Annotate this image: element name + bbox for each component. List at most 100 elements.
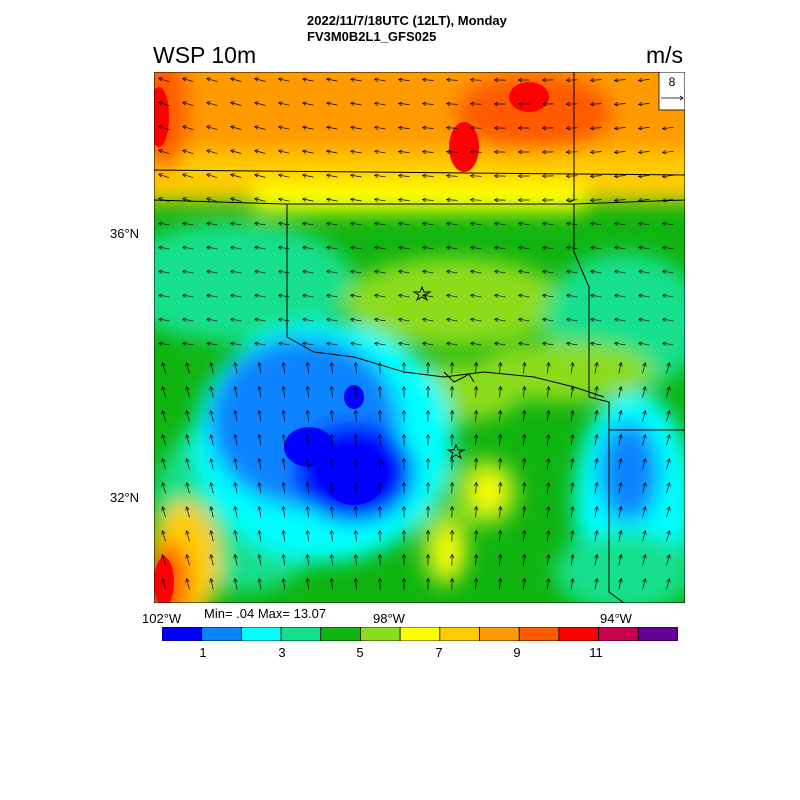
wind-arrow	[613, 221, 626, 226]
wind-arrow	[181, 317, 194, 322]
wind-arrow	[517, 101, 530, 107]
wind-arrow	[473, 577, 479, 590]
wind-arrow	[233, 553, 238, 566]
wind-arrow	[565, 245, 578, 250]
wind-arrow	[206, 173, 218, 178]
wind-arrow	[661, 245, 674, 250]
wind-arrow	[421, 245, 434, 250]
wind-arrow	[469, 293, 482, 298]
wind-arrow	[425, 505, 431, 518]
wind-arrow	[233, 481, 238, 494]
wind-arrow	[257, 529, 262, 542]
wind-arrow	[565, 221, 578, 226]
wind-arrow	[522, 577, 527, 590]
wind-arrow	[517, 149, 530, 155]
wind-arrow	[421, 149, 434, 154]
wind-arrow	[158, 77, 170, 83]
wind-arrow	[666, 457, 671, 470]
wind-arrow	[493, 197, 506, 203]
wind-arrow	[205, 221, 218, 226]
wind-arrow	[182, 173, 194, 179]
wind-arrow	[546, 433, 551, 446]
wind-arrow	[425, 457, 431, 470]
wind-arrow	[401, 505, 407, 518]
colorbar-label-9: 9	[513, 645, 521, 660]
wind-arrow	[469, 101, 482, 107]
wind-arrow	[589, 293, 602, 298]
wind-arrow	[666, 529, 671, 542]
wind-arrow	[445, 125, 458, 131]
wind-arrow	[329, 505, 334, 518]
wind-arrow	[373, 269, 386, 274]
wind-arrow	[305, 409, 310, 422]
wind-speed-map: 8	[154, 72, 685, 603]
wind-arrow	[445, 245, 458, 250]
wind-arrow	[301, 341, 314, 346]
wind-arrow	[493, 293, 506, 298]
wind-arrow	[541, 221, 554, 226]
wind-arrow	[473, 433, 479, 446]
wind-arrow	[618, 529, 623, 542]
wind-arrow	[161, 578, 166, 590]
wind-arrow	[594, 481, 599, 494]
wind-arrow	[661, 341, 674, 346]
wind-arrow	[498, 553, 503, 566]
wind-arrow	[185, 409, 190, 422]
wind-arrow	[205, 317, 218, 322]
wind-arrow	[565, 149, 578, 155]
wind-arrow	[589, 197, 602, 203]
wind-arrow	[157, 245, 170, 250]
wind-arrow	[325, 269, 338, 274]
wind-arrow	[305, 553, 310, 566]
wind-arrow	[613, 174, 626, 179]
wind-arrow	[329, 385, 334, 398]
wind-arrow	[277, 173, 290, 178]
wind-arrow	[421, 101, 434, 106]
wind-arrow	[637, 102, 650, 107]
wind-arrow	[185, 433, 190, 446]
wind-arrow	[425, 409, 431, 422]
wind-arrow	[181, 341, 194, 346]
wind-arrow	[257, 361, 262, 374]
wind-arrow	[277, 317, 290, 322]
wind-arrow	[594, 385, 599, 398]
wind-arrow	[349, 221, 362, 226]
wind-arrow	[229, 317, 242, 322]
wind-arrow	[637, 317, 650, 322]
wind-arrow	[570, 553, 575, 566]
wind-arrow	[353, 457, 359, 470]
wind-arrow	[233, 505, 238, 518]
wind-arrow	[253, 221, 266, 226]
wind-arrow	[449, 481, 455, 494]
wind-arrow	[353, 433, 359, 446]
wind-arrow	[637, 293, 650, 298]
wind-arrow	[182, 77, 194, 83]
wind-arrow	[445, 317, 458, 322]
colorbar-label-3: 3	[278, 645, 286, 660]
wind-arrow	[401, 457, 407, 470]
wind-arrow	[209, 385, 214, 398]
wind-arrow	[185, 457, 190, 470]
wind-arrow	[229, 197, 242, 202]
wind-arrow	[181, 221, 194, 226]
wind-arrow	[397, 77, 410, 82]
wind-arrow	[301, 173, 314, 178]
wind-arrow	[209, 505, 214, 518]
title-line-2: FV3M0B2L1_GFS025	[307, 29, 437, 44]
wind-arrow	[546, 385, 551, 398]
wind-arrow	[421, 317, 434, 322]
wind-arrow	[445, 149, 458, 155]
wind-arrow	[161, 482, 166, 494]
wind-arrow	[594, 457, 599, 470]
wind-arrow	[522, 481, 527, 494]
wind-arrow	[397, 341, 410, 346]
wind-arrow	[498, 481, 503, 494]
wind-arrow	[618, 457, 623, 470]
wind-arrow	[329, 481, 334, 494]
wind-arrow	[253, 245, 266, 250]
wind-arrow	[281, 505, 286, 518]
wind-arrow	[498, 457, 503, 470]
wind-arrow	[522, 529, 527, 542]
wind-arrow	[229, 173, 242, 178]
wind-arrow	[517, 125, 530, 131]
